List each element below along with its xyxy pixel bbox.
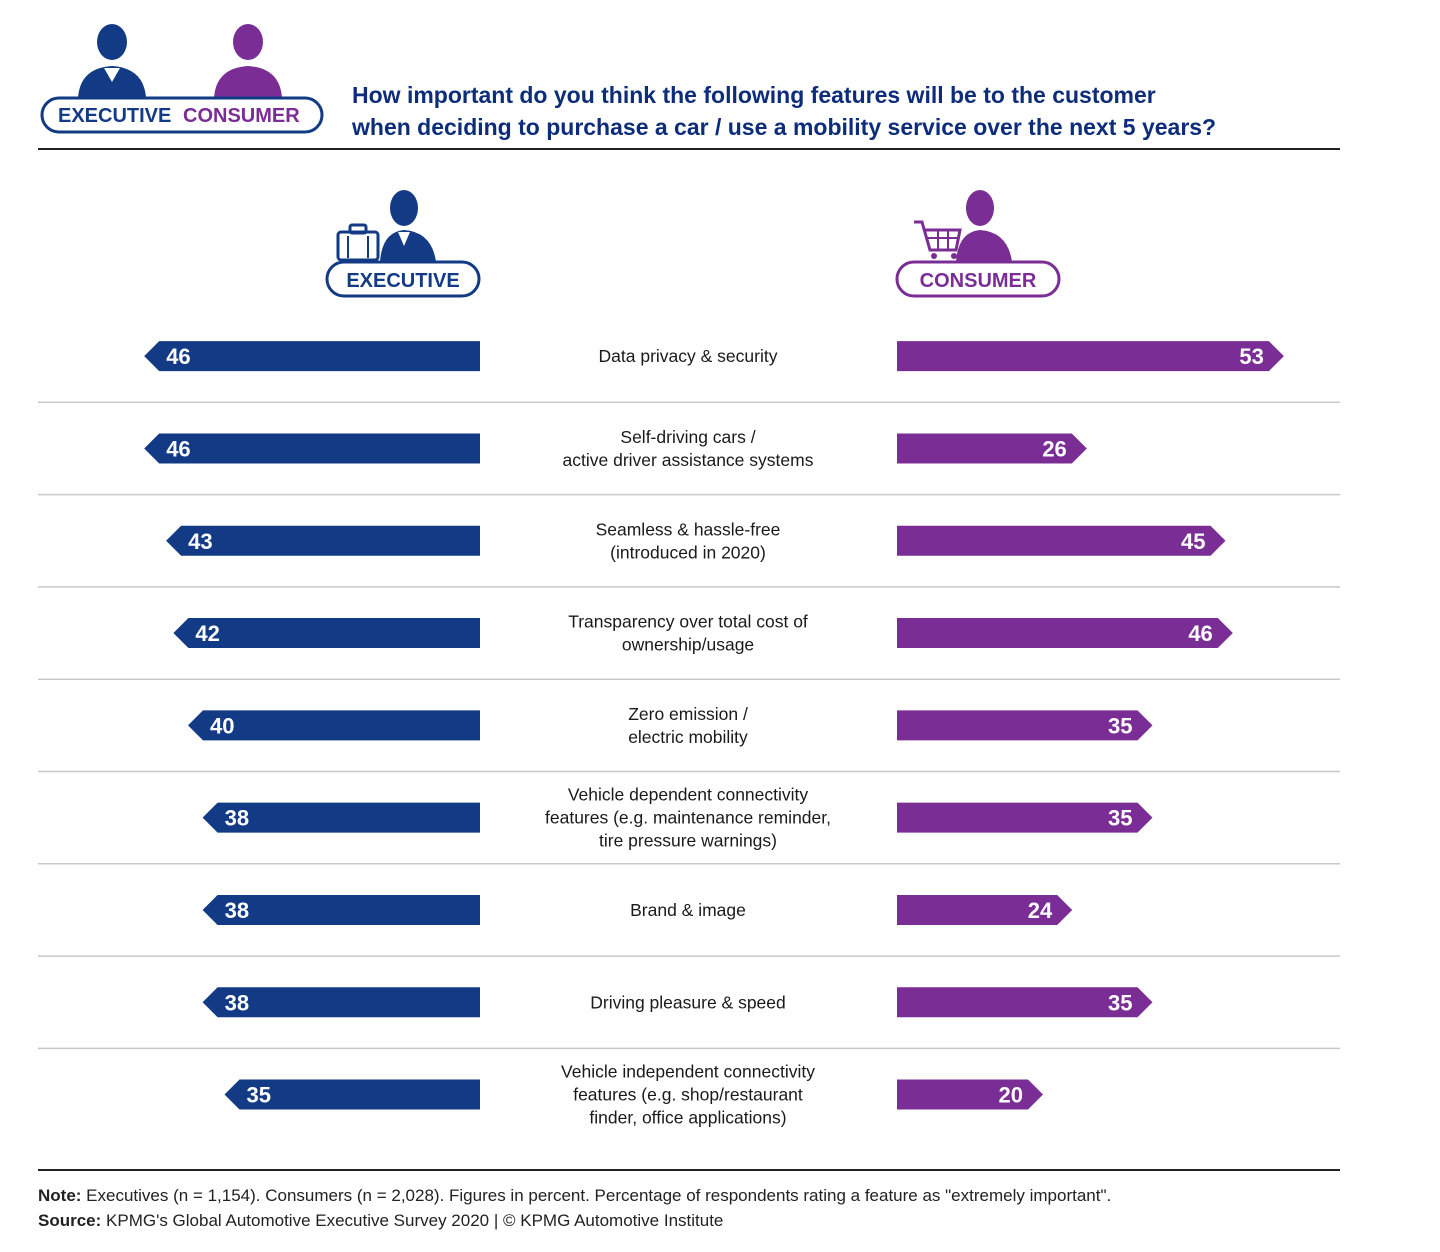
title-divider [38,148,1340,150]
chart-row-5: 40 35 Zero emission / electric mobility [38,704,1340,773]
category-label-line: Data privacy & security [599,346,778,366]
consumer-value-label: 26 [1042,436,1066,461]
header-badge: EXECUTIVE CONSUMER [40,24,324,134]
executive-value-label: 43 [188,529,212,554]
category-label-line: Vehicle independent connectivity [561,1062,815,1082]
executive-value-label: 38 [225,990,249,1015]
consumer-bar [897,710,1153,741]
executive-value-label: 38 [225,806,249,831]
chart-row-1: 46 53 Data privacy & security [38,341,1340,404]
executive-bar [144,341,480,372]
footnotes: Note: Executives (n = 1,154). Consumers … [38,1183,1111,1233]
chart-row-4: 42 46 Transparency over total cost of owner… [38,612,1340,680]
category-label: Data privacy & security [599,346,778,366]
category-label-line: Seamless & hassle-free [596,519,781,539]
consumer-legend-badge [895,260,1061,298]
executive-bar [202,987,480,1018]
category-label-line: Self-driving cars / [620,427,755,447]
category-label-line: finder, office applications) [589,1108,786,1128]
category-label: Vehicle independent connectivity features… [561,1062,815,1128]
source-text: KPMG's Global Automotive Executive Surve… [101,1211,724,1230]
category-label: Self-driving cars / active driver assista… [563,427,814,470]
consumer-value-label: 45 [1181,529,1205,554]
executive-bar [202,802,480,833]
consumer-value-label: 46 [1188,621,1212,646]
chart-title-line-1: How important do you think the following… [352,82,1156,108]
executive-value-label: 40 [210,713,234,738]
category-label-line: ownership/usage [622,635,754,655]
executive-bar [224,1079,480,1110]
executive-bar [144,433,480,464]
category-label-line: active driver assistance systems [563,450,814,470]
category-label-line: Zero emission / [628,704,748,724]
executive-bar [166,525,480,556]
executive-value-label: 35 [247,1083,271,1108]
consumer-value-label: 35 [1108,806,1132,831]
consumer-bar [897,341,1284,372]
briefcase-person-icon [336,190,436,262]
chart-row-2: 46 26 Self-driving cars / active driver ass… [38,427,1340,496]
consumer-bar [897,1079,1043,1110]
note-line: Note: Executives (n = 1,154). Consumers … [38,1183,1111,1208]
chart-row-9: 35 20 Vehicle independent connectivity feat… [224,1062,1043,1128]
category-label: Zero emission / electric mobility [628,704,748,747]
shopping-cart-person-icon [914,190,1012,262]
category-label: Seamless & hassle-free (introduced in 202… [596,519,781,562]
executive-bar [173,618,480,649]
badge-consumer-label: CONSUMER [183,105,300,127]
badge-executive-label: EXECUTIVE [58,105,171,127]
category-label-line: tire pressure warnings) [599,831,777,851]
category-label: Transparency over total cost of ownership… [568,612,808,655]
consumer-value-label: 35 [1108,713,1132,738]
consumer-value-label: 53 [1239,344,1263,369]
category-label: Brand & image [630,900,746,920]
consumer-bar [897,894,1073,925]
consumer-bar [897,525,1226,556]
category-label-line: features (e.g. shop/restaurant [573,1085,803,1105]
chart-rows: 46 53 Data privacy & security 46 26 Self-driv… [38,341,1340,1128]
source-label: Source: [38,1211,102,1230]
executive-value-label: 46 [166,436,190,461]
note-text: Executives (n = 1,154). Consumers (n = 2… [81,1186,1112,1205]
consumer-bar [897,433,1087,464]
executive-legend-badge [325,260,481,298]
note-label: Note: [38,1186,82,1205]
category-label-line: Transparency over total cost of [568,612,808,632]
executive-value-label: 42 [195,621,219,646]
category-label-line: features (e.g. maintenance reminder, [545,808,831,828]
category-label-line: Brand & image [630,900,746,920]
consumer-person-icon [214,24,282,98]
consumer-value-label: 35 [1108,990,1132,1015]
consumer-legend-label: CONSUMER [920,270,1037,292]
executive-bar [188,710,480,741]
executive-person-icon [78,24,146,98]
chart-title: How important do you think the following… [352,79,1216,143]
executive-bar [202,894,480,925]
chart-row-7: 38 24 Brand & image [38,894,1340,957]
category-label: Vehicle dependent connectivity features (… [545,785,831,851]
chart-row-6: 38 35 Vehicle dependent connectivity featur… [38,785,1340,865]
chart-row-3: 43 45 Seamless & hassle-free (introduced in… [38,519,1340,588]
consumer-bar [897,987,1153,1018]
executive-value-label: 46 [166,344,190,369]
consumer-bar [897,618,1233,649]
consumer-value-label: 24 [1028,898,1053,923]
chart-row-8: 38 35 Driving pleasure & speed [38,987,1340,1050]
executive-legend-label: EXECUTIVE [346,270,459,292]
consumer-bar [897,802,1153,833]
category-label-line: Vehicle dependent connectivity [568,785,809,805]
consumer-value-label: 20 [999,1083,1023,1108]
chart-title-line-2: when deciding to purchase a car / use a … [352,114,1217,140]
category-label-line: Driving pleasure & speed [590,992,786,1012]
category-label-line: (introduced in 2020) [610,542,766,562]
notes-divider [38,1169,1340,1171]
source-line: Source: KPMG's Global Automotive Executi… [38,1208,1111,1233]
executive-value-label: 38 [225,898,249,923]
category-label-line: electric mobility [628,727,748,747]
category-label: Driving pleasure & speed [590,992,786,1012]
